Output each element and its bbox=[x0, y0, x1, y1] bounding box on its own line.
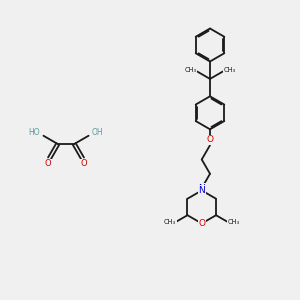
Text: OH: OH bbox=[92, 128, 103, 137]
Text: O: O bbox=[81, 159, 87, 168]
Text: CH₃: CH₃ bbox=[184, 67, 196, 73]
Text: O: O bbox=[198, 219, 205, 228]
Text: CH₃: CH₃ bbox=[224, 67, 236, 73]
Text: N: N bbox=[198, 184, 205, 193]
Text: N: N bbox=[198, 186, 205, 195]
Text: CH₃: CH₃ bbox=[227, 218, 240, 224]
Text: HO: HO bbox=[28, 128, 40, 137]
Text: O: O bbox=[45, 159, 51, 168]
Text: O: O bbox=[206, 135, 214, 144]
Text: CH₃: CH₃ bbox=[164, 218, 176, 224]
